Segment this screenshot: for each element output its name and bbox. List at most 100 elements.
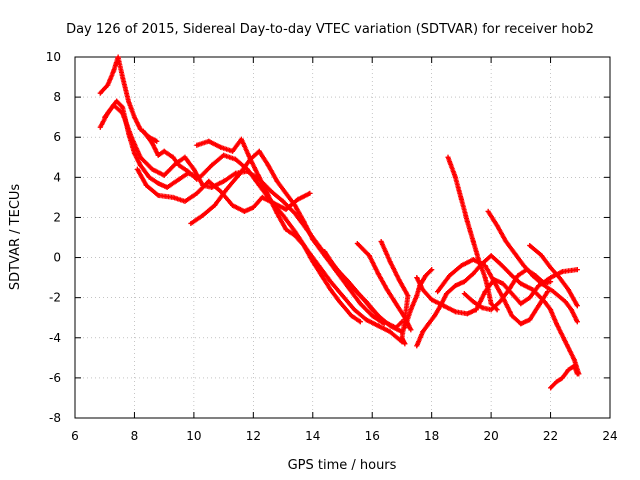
data-point <box>485 287 491 293</box>
data-point <box>473 307 479 313</box>
data-point <box>97 124 103 130</box>
data-point <box>426 321 432 327</box>
data-point <box>452 283 458 289</box>
data-point <box>458 263 464 269</box>
data-point <box>554 379 559 385</box>
data-point <box>402 325 408 331</box>
data-point <box>527 317 533 323</box>
data-point <box>408 327 414 333</box>
data-point <box>375 271 381 277</box>
data-point <box>357 319 363 325</box>
data-point <box>574 267 580 273</box>
data-point <box>357 301 363 307</box>
data-point <box>503 239 509 245</box>
data-point <box>161 148 167 154</box>
data-point <box>209 162 215 168</box>
data-point <box>518 281 524 287</box>
series-trace-b <box>97 98 405 345</box>
data-point <box>126 98 131 104</box>
x-tick-label: 20 <box>483 429 498 443</box>
data-series <box>97 54 582 391</box>
data-point <box>238 136 244 142</box>
data-point <box>137 126 143 132</box>
data-point <box>363 317 369 323</box>
data-point <box>408 307 414 313</box>
data-point <box>256 174 262 180</box>
data-point <box>319 273 325 279</box>
data-point <box>452 309 458 315</box>
chart-title: Day 126 of 2015, Sidereal Day-to-day VTE… <box>66 22 594 37</box>
data-point <box>571 363 577 369</box>
data-point <box>518 301 524 307</box>
data-point <box>185 168 191 174</box>
data-point <box>307 190 313 196</box>
data-point <box>545 289 551 295</box>
series-marks <box>97 98 405 345</box>
data-point <box>155 152 161 158</box>
series-marks <box>485 208 580 325</box>
data-point <box>435 289 441 295</box>
data-point <box>509 273 515 279</box>
data-point <box>509 291 515 297</box>
data-point <box>337 299 343 305</box>
data-point <box>494 222 500 228</box>
data-point <box>556 275 562 281</box>
data-point <box>146 174 152 180</box>
y-tick-label: -8 <box>49 411 61 425</box>
data-point <box>559 375 565 381</box>
grid-lines <box>75 57 610 418</box>
x-tick-label: 18 <box>424 429 439 443</box>
data-point <box>536 283 542 289</box>
data-point <box>488 301 494 307</box>
data-point <box>345 279 351 285</box>
data-point <box>536 303 542 309</box>
data-point <box>527 243 533 249</box>
data-point <box>399 335 405 341</box>
data-point <box>542 281 548 287</box>
data-point <box>518 321 524 327</box>
data-point <box>194 190 200 196</box>
data-point <box>548 279 554 285</box>
data-point <box>432 313 438 319</box>
data-point <box>340 293 345 299</box>
data-point <box>292 210 298 216</box>
data-point <box>393 325 399 331</box>
data-point <box>445 154 451 160</box>
data-point <box>170 154 176 160</box>
data-point <box>131 114 137 120</box>
data-point <box>429 297 435 303</box>
data-point <box>256 148 262 154</box>
series-trace-e <box>188 148 387 327</box>
data-point <box>574 371 580 377</box>
data-point <box>105 82 111 88</box>
data-point <box>244 168 250 174</box>
data-point <box>494 307 500 313</box>
data-point <box>283 206 289 212</box>
x-tick-label: 22 <box>543 429 558 443</box>
data-point <box>464 218 470 224</box>
data-point <box>420 287 426 293</box>
x-tick-label: 8 <box>131 429 139 443</box>
data-point <box>414 275 420 281</box>
series-trace-f <box>194 136 363 325</box>
x-tick-label: 14 <box>305 429 320 443</box>
data-point <box>310 237 316 243</box>
data-point <box>554 321 559 327</box>
data-point <box>218 144 224 150</box>
data-point <box>230 202 236 208</box>
data-point <box>369 313 375 319</box>
series-trace-o <box>485 208 580 325</box>
data-point <box>479 305 485 311</box>
y-tick-label: 0 <box>53 251 61 265</box>
plot-frame <box>74 56 611 419</box>
data-point <box>194 176 200 182</box>
data-point <box>527 295 533 301</box>
data-point <box>322 249 328 255</box>
data-point <box>500 295 506 301</box>
series-marks <box>548 363 580 391</box>
y-tick-label: 10 <box>46 50 61 64</box>
data-point <box>120 104 126 110</box>
data-point <box>452 174 458 180</box>
data-point <box>470 271 476 277</box>
